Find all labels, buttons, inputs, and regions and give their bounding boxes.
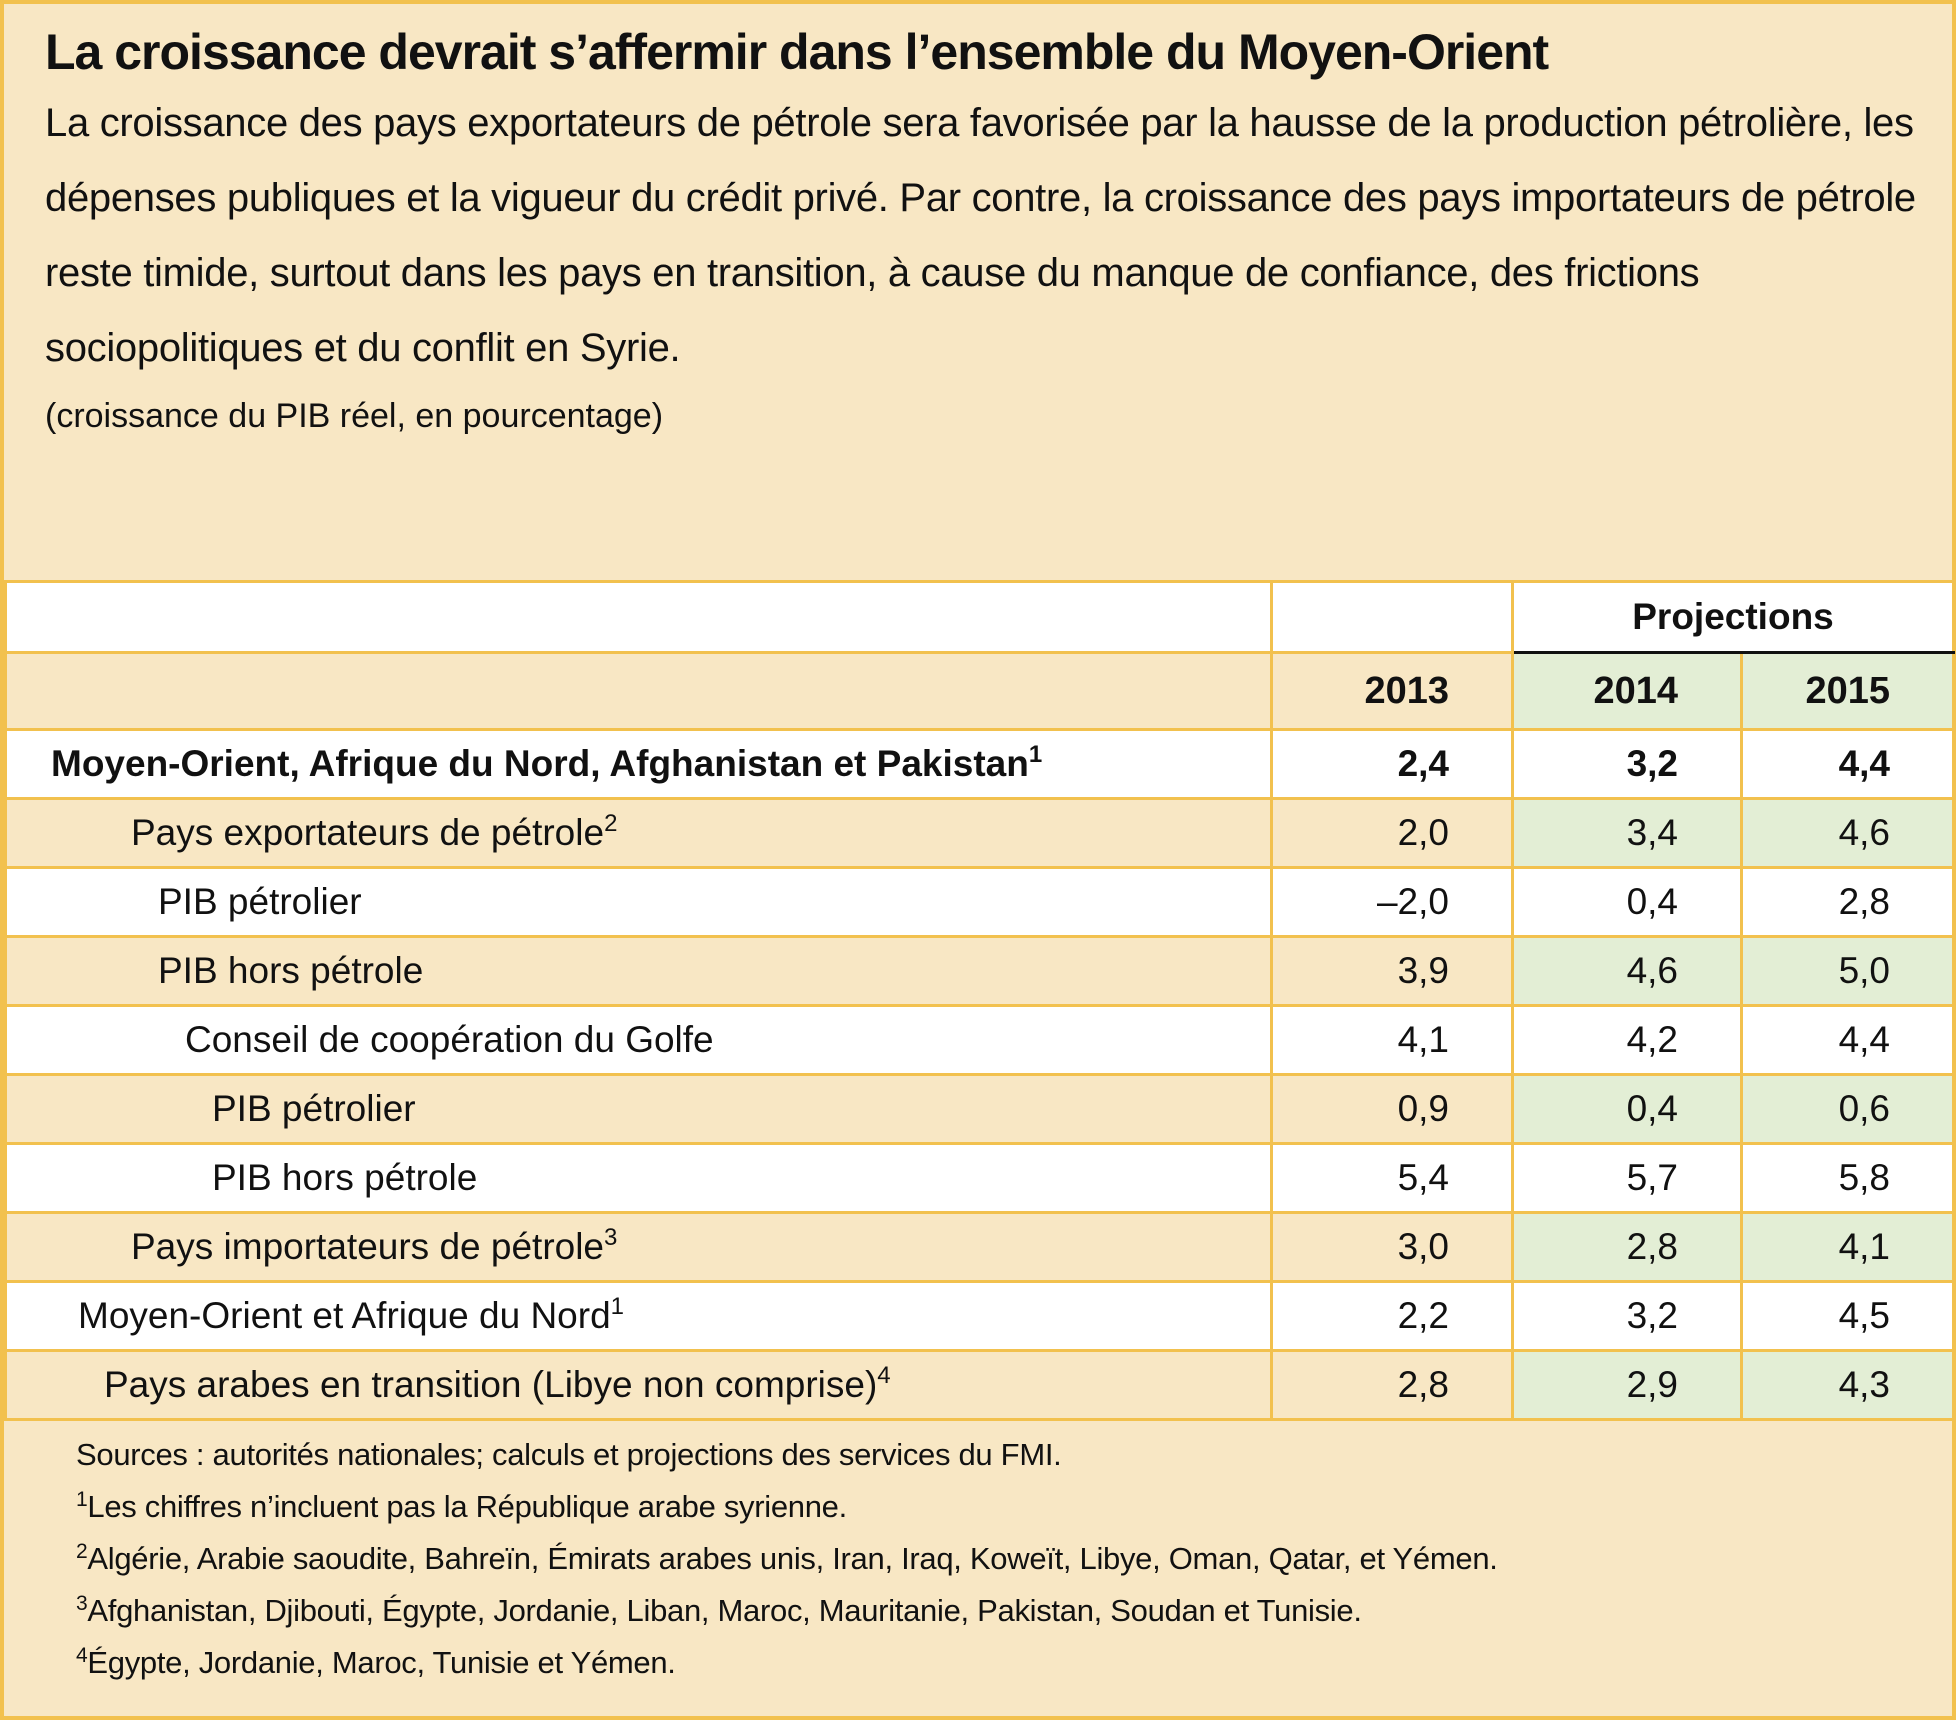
value-cell: 2,4 xyxy=(1270,728,1514,800)
table-row: Moyen-Orient et Afrique du Nord1 2,2 3,2 4,… xyxy=(4,1280,1955,1352)
value-cell: 4,1 xyxy=(1270,1004,1514,1076)
row-label: Pays importateurs de pétrole xyxy=(131,1226,605,1267)
cell xyxy=(4,651,1273,731)
footnote-text: Égypte, Jordanie, Maroc, Tunisie et Yéme… xyxy=(87,1645,676,1680)
column-header: 2014 xyxy=(1511,651,1743,731)
value-cell: 3,0 xyxy=(1270,1211,1514,1283)
value-cell: 4,4 xyxy=(1740,728,1955,800)
value-cell: 0,4 xyxy=(1511,866,1743,938)
value-cell: 0,9 xyxy=(1270,1073,1514,1145)
row-label-cell: PIB hors pétrole xyxy=(4,1142,1273,1214)
value-cell: 0,6 xyxy=(1740,1073,1955,1145)
value-cell: 3,2 xyxy=(1511,728,1743,800)
value-cell: 2,8 xyxy=(1740,866,1955,938)
table-row: PIB hors pétrole 5,4 5,7 5,8 xyxy=(4,1142,1955,1214)
footnote: 4Égypte, Jordanie, Maroc, Tunisie et Yém… xyxy=(76,1637,1952,1689)
value-cell: 5,0 xyxy=(1740,935,1955,1007)
value-cell: 4,5 xyxy=(1740,1280,1955,1352)
value-cell: 0,4 xyxy=(1511,1073,1743,1145)
footnote-mark: 3 xyxy=(76,1592,88,1615)
table-body: Projections 2013 2014 2015 Moyen-Orient,… xyxy=(4,580,1955,1421)
row-label-cell: Pays exportateurs de pétrole2 xyxy=(4,797,1273,869)
row-label-cell: PIB pétrolier xyxy=(4,1073,1273,1145)
row-label-cell: PIB hors pétrole xyxy=(4,935,1273,1007)
note-mark: 4 xyxy=(877,1362,891,1389)
row-label: Pays arabes en transition (Libye non com… xyxy=(104,1364,878,1405)
header: La croissance devrait s’affermir dans l’… xyxy=(4,4,1952,580)
value-cell: 4,4 xyxy=(1740,1004,1955,1076)
note-mark: 1 xyxy=(1028,741,1043,768)
value-cell: 4,3 xyxy=(1740,1349,1955,1421)
value-cell: –2,0 xyxy=(1270,866,1514,938)
value-cell: 2,9 xyxy=(1511,1349,1743,1421)
row-label-cell: Moyen-Orient et Afrique du Nord1 xyxy=(4,1280,1273,1352)
footnote-text: Les chiffres n’incluent pas la Républiqu… xyxy=(87,1489,847,1524)
table-row: PIB pétrolier –2,0 0,4 2,8 xyxy=(4,866,1955,938)
note-mark: 1 xyxy=(610,1293,625,1320)
column-header: 2015 xyxy=(1740,651,1955,731)
sources: Sources : autorités nationales; calculs … xyxy=(76,1437,1062,1472)
footnote: 3Afghanistan, Djibouti, Égypte, Jordanie… xyxy=(76,1585,1952,1637)
unit-note: (croissance du PIB réel, en pourcentage) xyxy=(45,397,664,435)
row-label: Conseil de coopération du Golfe xyxy=(185,1019,714,1060)
value-cell: 2,0 xyxy=(1270,797,1514,869)
table-row: Conseil de coopération du Golfe 4,1 4,2 4,4 xyxy=(4,1004,1955,1076)
row-label: Moyen-Orient, Afrique du Nord, Afghanist… xyxy=(51,743,1029,784)
footnote-mark: 2 xyxy=(76,1540,88,1563)
row-label: PIB pétrolier xyxy=(212,1088,416,1129)
note-mark: 3 xyxy=(604,1224,618,1251)
table-row: PIB pétrolier 0,9 0,4 0,6 xyxy=(4,1073,1955,1145)
value-cell: 3,9 xyxy=(1270,935,1514,1007)
footnote-mark: 4 xyxy=(76,1644,88,1667)
value-cell: 3,2 xyxy=(1511,1280,1743,1352)
subtitle: La croissance des pays exportateurs de p… xyxy=(45,101,1916,370)
row-label-cell: Pays importateurs de pétrole3 xyxy=(4,1211,1273,1283)
value-cell: 5,4 xyxy=(1270,1142,1514,1214)
table-row: PIB hors pétrole 3,9 4,6 5,0 xyxy=(4,935,1955,1007)
table-row: Moyen-Orient, Afrique du Nord, Afghanist… xyxy=(4,728,1955,800)
footnote: 1Les chiffres n’incluent pas la Républiq… xyxy=(76,1481,1952,1533)
value-cell: 4,1 xyxy=(1740,1211,1955,1283)
value-cell: 2,8 xyxy=(1511,1211,1743,1283)
row-label: PIB pétrolier xyxy=(158,881,362,922)
column-header: 2013 xyxy=(1270,651,1514,731)
row-label: PIB hors pétrole xyxy=(212,1157,478,1198)
title: La croissance devrait s’affermir dans l’… xyxy=(45,24,1549,80)
group-header: Projections xyxy=(1511,580,1955,654)
value-cell: 2,8 xyxy=(1270,1349,1514,1421)
row-label-cell: Moyen-Orient, Afrique du Nord, Afghanist… xyxy=(4,728,1273,800)
value-cell: 3,4 xyxy=(1511,797,1743,869)
header-row: 2013 2014 2015 xyxy=(4,651,1955,731)
value-cell: 5,7 xyxy=(1511,1142,1743,1214)
footnote: 2Algérie, Arabie saoudite, Bahreïn, Émir… xyxy=(76,1533,1952,1585)
row-label: Moyen-Orient et Afrique du Nord xyxy=(78,1295,611,1336)
footnotes: Sources : autorités nationales; calculs … xyxy=(4,1421,1952,1689)
row-label-cell: Pays arabes en transition (Libye non com… xyxy=(4,1349,1273,1421)
table-row: Pays importateurs de pétrole3 3,0 2,8 4,1 xyxy=(4,1211,1955,1283)
footnote-mark: 1 xyxy=(76,1488,88,1511)
table-row: Pays exportateurs de pétrole2 2,0 3,4 4,6 xyxy=(4,797,1955,869)
row-label: PIB hors pétrole xyxy=(158,950,424,991)
row-label: Pays exportateurs de pétrole xyxy=(131,812,605,853)
value-cell: 4,6 xyxy=(1740,797,1955,869)
table-row: Pays arabes en transition (Libye non com… xyxy=(4,1349,1955,1421)
data-table: Projections 2013 2014 2015 Moyen-Orient,… xyxy=(4,580,1955,1421)
value-cell: 4,2 xyxy=(1511,1004,1743,1076)
row-label-cell: Conseil de coopération du Golfe xyxy=(4,1004,1273,1076)
cell xyxy=(4,580,1273,654)
value-cell: 5,8 xyxy=(1740,1142,1955,1214)
footnote-text: Afghanistan, Djibouti, Égypte, Jordanie,… xyxy=(87,1593,1362,1628)
value-cell: 4,6 xyxy=(1511,935,1743,1007)
value-cell: 2,2 xyxy=(1270,1280,1514,1352)
footnote-text: Algérie, Arabie saoudite, Bahreïn, Émira… xyxy=(87,1541,1498,1576)
row-label-cell: PIB pétrolier xyxy=(4,866,1273,938)
cell xyxy=(1270,580,1514,654)
note-mark: 2 xyxy=(604,810,618,837)
header-row: Projections xyxy=(4,580,1955,654)
